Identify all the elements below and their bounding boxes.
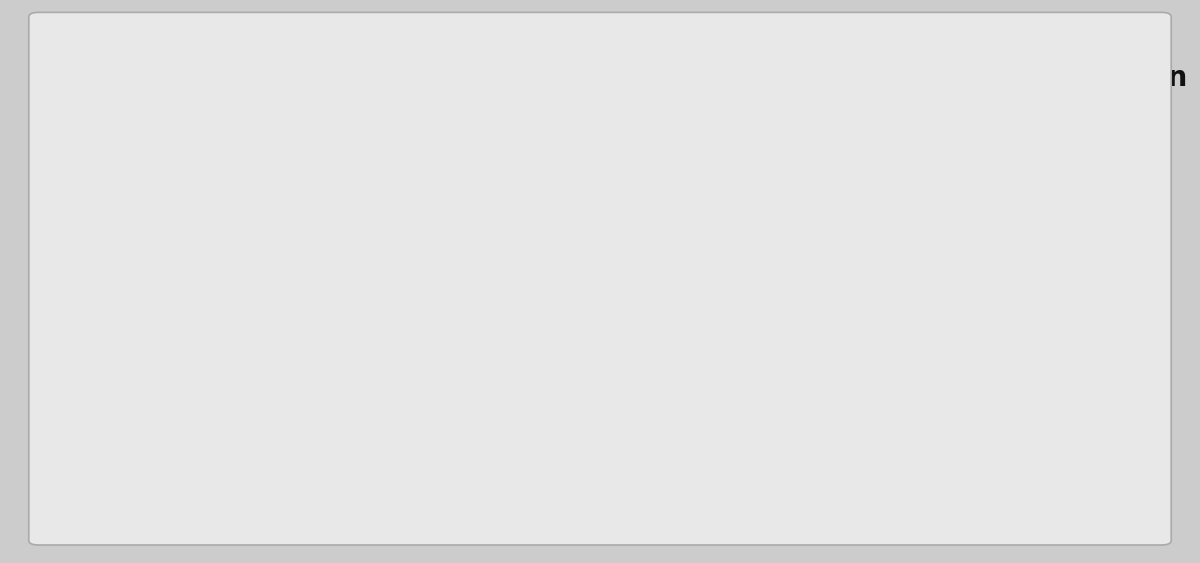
- Text: Acetyl – CoA → oxaloacetate → phosphoenolpyruvate: Acetyl – CoA → oxaloacetate → phosphoeno…: [122, 274, 845, 300]
- Text: enter the glycolytic pathway via which process?: enter the glycolytic pathway via which p…: [83, 153, 836, 181]
- Text: Acyl – CoA → glucose: Acyl – CoA → glucose: [122, 478, 409, 504]
- Text: Palmitoyl – CoA → β – ketoacyl – CoA → α – ketoglutarate: Palmitoyl – CoA → β – ketoacyl – CoA → α…: [122, 342, 894, 368]
- Text: Glycerol → DHAP: Glycerol → DHAP: [122, 410, 350, 436]
- Text: Although glucose cannot be formed from acetyl-CoA, triglycerides can: Although glucose cannot be formed from a…: [83, 64, 1188, 92]
